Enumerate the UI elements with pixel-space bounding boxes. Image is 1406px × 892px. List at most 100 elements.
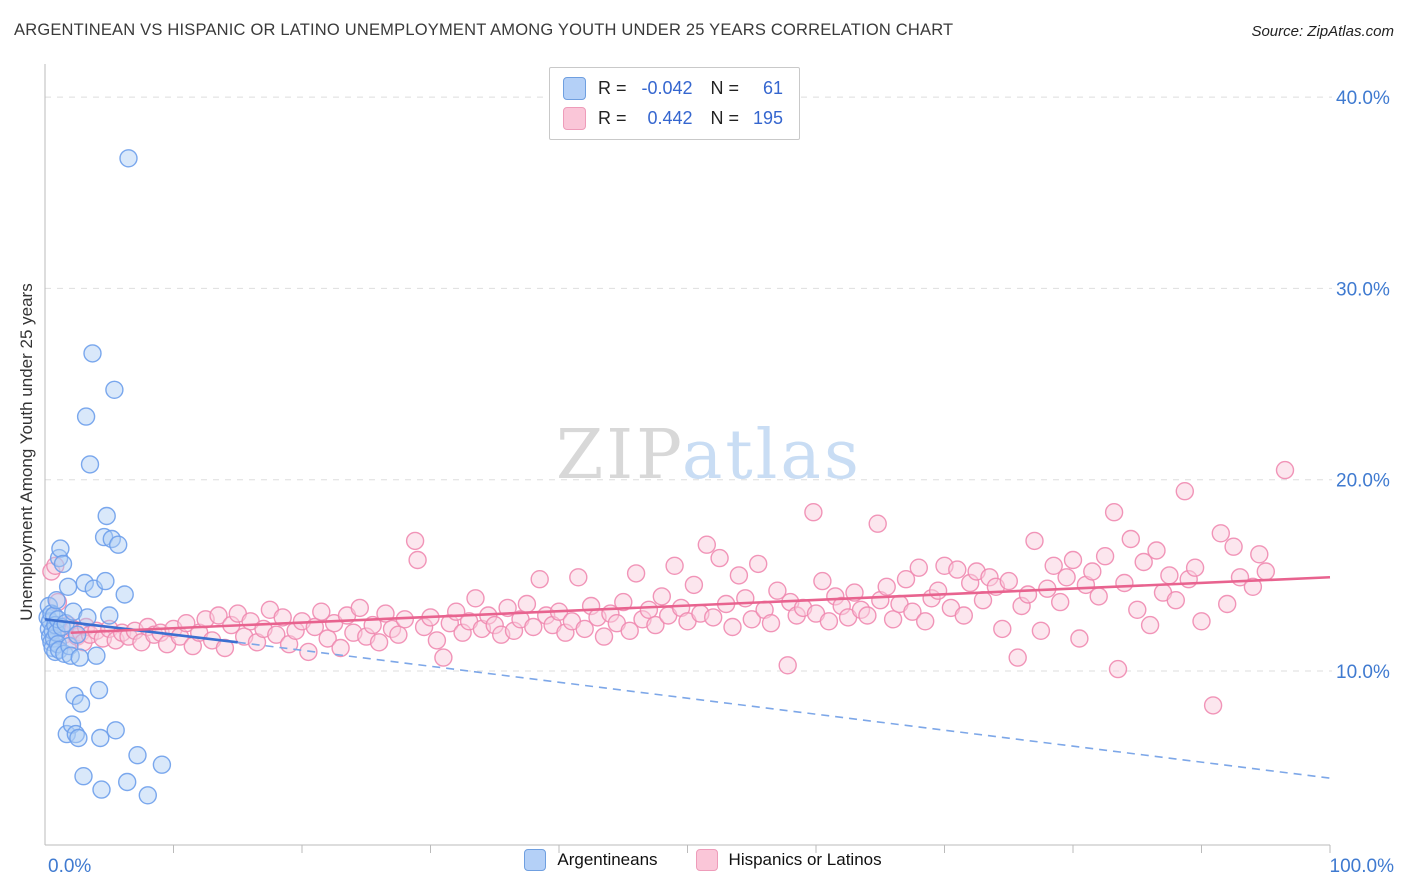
scatter-point <box>47 591 66 610</box>
scatter-point <box>1115 573 1134 593</box>
scatter-point <box>138 786 158 805</box>
r-value: 0.442 <box>647 108 693 128</box>
scatter-point <box>614 592 633 612</box>
scatter-point <box>877 577 896 596</box>
scatter-point <box>569 568 588 587</box>
watermark: ZIPatlas <box>556 416 862 495</box>
scatter-point <box>1140 615 1160 635</box>
scatter-point <box>434 648 453 667</box>
scatter-point <box>999 571 1018 591</box>
scatter-point <box>1192 612 1211 631</box>
scatter-point <box>909 558 928 577</box>
scatter-point <box>74 767 93 786</box>
scatter-point <box>119 149 138 168</box>
scatter-point <box>51 539 70 558</box>
tick-label-bg <box>1332 659 1396 683</box>
scatter-point <box>813 571 832 591</box>
scatter-point <box>1025 531 1044 551</box>
y-tick-label: 20.0% <box>1336 471 1390 492</box>
r-label: R = <box>598 78 627 98</box>
scatter-point <box>1134 552 1153 572</box>
scatter-point <box>312 602 331 621</box>
scatter-point <box>1121 529 1141 549</box>
scatter-point <box>83 344 102 363</box>
scatter-point <box>704 608 723 627</box>
tick-label-bg <box>1332 276 1396 301</box>
scatter-point <box>742 610 761 629</box>
scatter-point <box>389 625 408 644</box>
r-label: R = <box>598 108 627 128</box>
x-tick-label-min: 0.0% <box>48 856 91 877</box>
scatter-point <box>58 577 78 596</box>
scatter-point <box>96 571 115 591</box>
scatter-point <box>530 570 549 589</box>
scatter-point <box>778 656 797 675</box>
scatter-point <box>575 619 594 639</box>
scatter-point <box>75 573 95 593</box>
argentineans-legend-swatch <box>524 849 547 871</box>
argentineans-trend-dashed <box>237 641 1331 779</box>
hispanics-swatch <box>563 107 586 130</box>
scatter-point <box>1128 600 1147 619</box>
scatter-point <box>928 581 948 600</box>
scatter-point <box>1070 629 1089 648</box>
scatter-point <box>768 581 787 600</box>
scatter-point <box>1104 503 1124 522</box>
scatter-point <box>916 612 935 631</box>
scatter-point <box>1050 592 1070 612</box>
scatter-point <box>108 535 128 554</box>
scatter-point <box>883 610 903 629</box>
scatter-point <box>665 556 684 575</box>
scatter-point <box>1147 541 1166 560</box>
scatter-point <box>80 455 100 474</box>
scatter-point <box>89 680 109 700</box>
scatter-point <box>1008 648 1027 667</box>
scatter-point <box>1063 550 1083 570</box>
scatter-point <box>69 728 88 748</box>
source-label: Source: ZipAtlas.com <box>1251 23 1394 40</box>
scatter-point <box>92 780 111 799</box>
scatter-point <box>524 617 543 637</box>
scatter-point <box>1031 621 1051 640</box>
n-label: N = <box>710 108 740 128</box>
scatter-point <box>858 606 877 625</box>
scatter-point <box>152 755 172 774</box>
correlation-legend-box: R = -0.042 N = 61 R = 0.442 N = 195 <box>549 67 801 140</box>
scatter-point <box>819 612 839 631</box>
scatter-point <box>91 728 110 748</box>
scatter-point <box>993 619 1012 639</box>
scatter-point <box>1217 594 1237 614</box>
legend-item-argentineans: Argentineans <box>524 849 658 871</box>
scatter-point <box>1185 558 1205 577</box>
n-value: 195 <box>752 108 784 128</box>
scatter-point <box>1166 591 1186 610</box>
scatter-point <box>710 548 729 568</box>
tick-label-bg <box>1332 467 1396 492</box>
scatter-point <box>761 614 781 633</box>
scatter-point <box>100 606 119 625</box>
scatter-point <box>973 591 993 610</box>
scatter-point <box>1108 659 1128 679</box>
scatter-point <box>868 514 887 533</box>
scatter-point <box>115 585 134 604</box>
scatter-point <box>267 625 286 644</box>
scatter-point <box>78 608 97 627</box>
scatter-point <box>804 503 823 522</box>
scatter-point <box>1211 524 1231 543</box>
scatter-point <box>723 617 742 637</box>
scatter-point <box>350 598 369 618</box>
scatter-point <box>729 566 749 585</box>
scatter-point <box>128 746 147 765</box>
legend-row-argentineans: R = -0.042 N = 61 <box>563 77 783 100</box>
y-tick-label: 40.0% <box>1336 88 1390 109</box>
legend-row-hispanics: R = 0.442 N = 195 <box>563 107 783 130</box>
scatter-point <box>1250 545 1269 564</box>
n-value: 61 <box>763 78 784 98</box>
scatter-point <box>594 627 614 646</box>
scatter-point <box>1256 562 1276 581</box>
y-tick-label: 10.0% <box>1336 662 1390 683</box>
scatter-point <box>299 642 318 662</box>
scatter-point <box>1243 577 1263 596</box>
scatter-point <box>331 638 350 658</box>
